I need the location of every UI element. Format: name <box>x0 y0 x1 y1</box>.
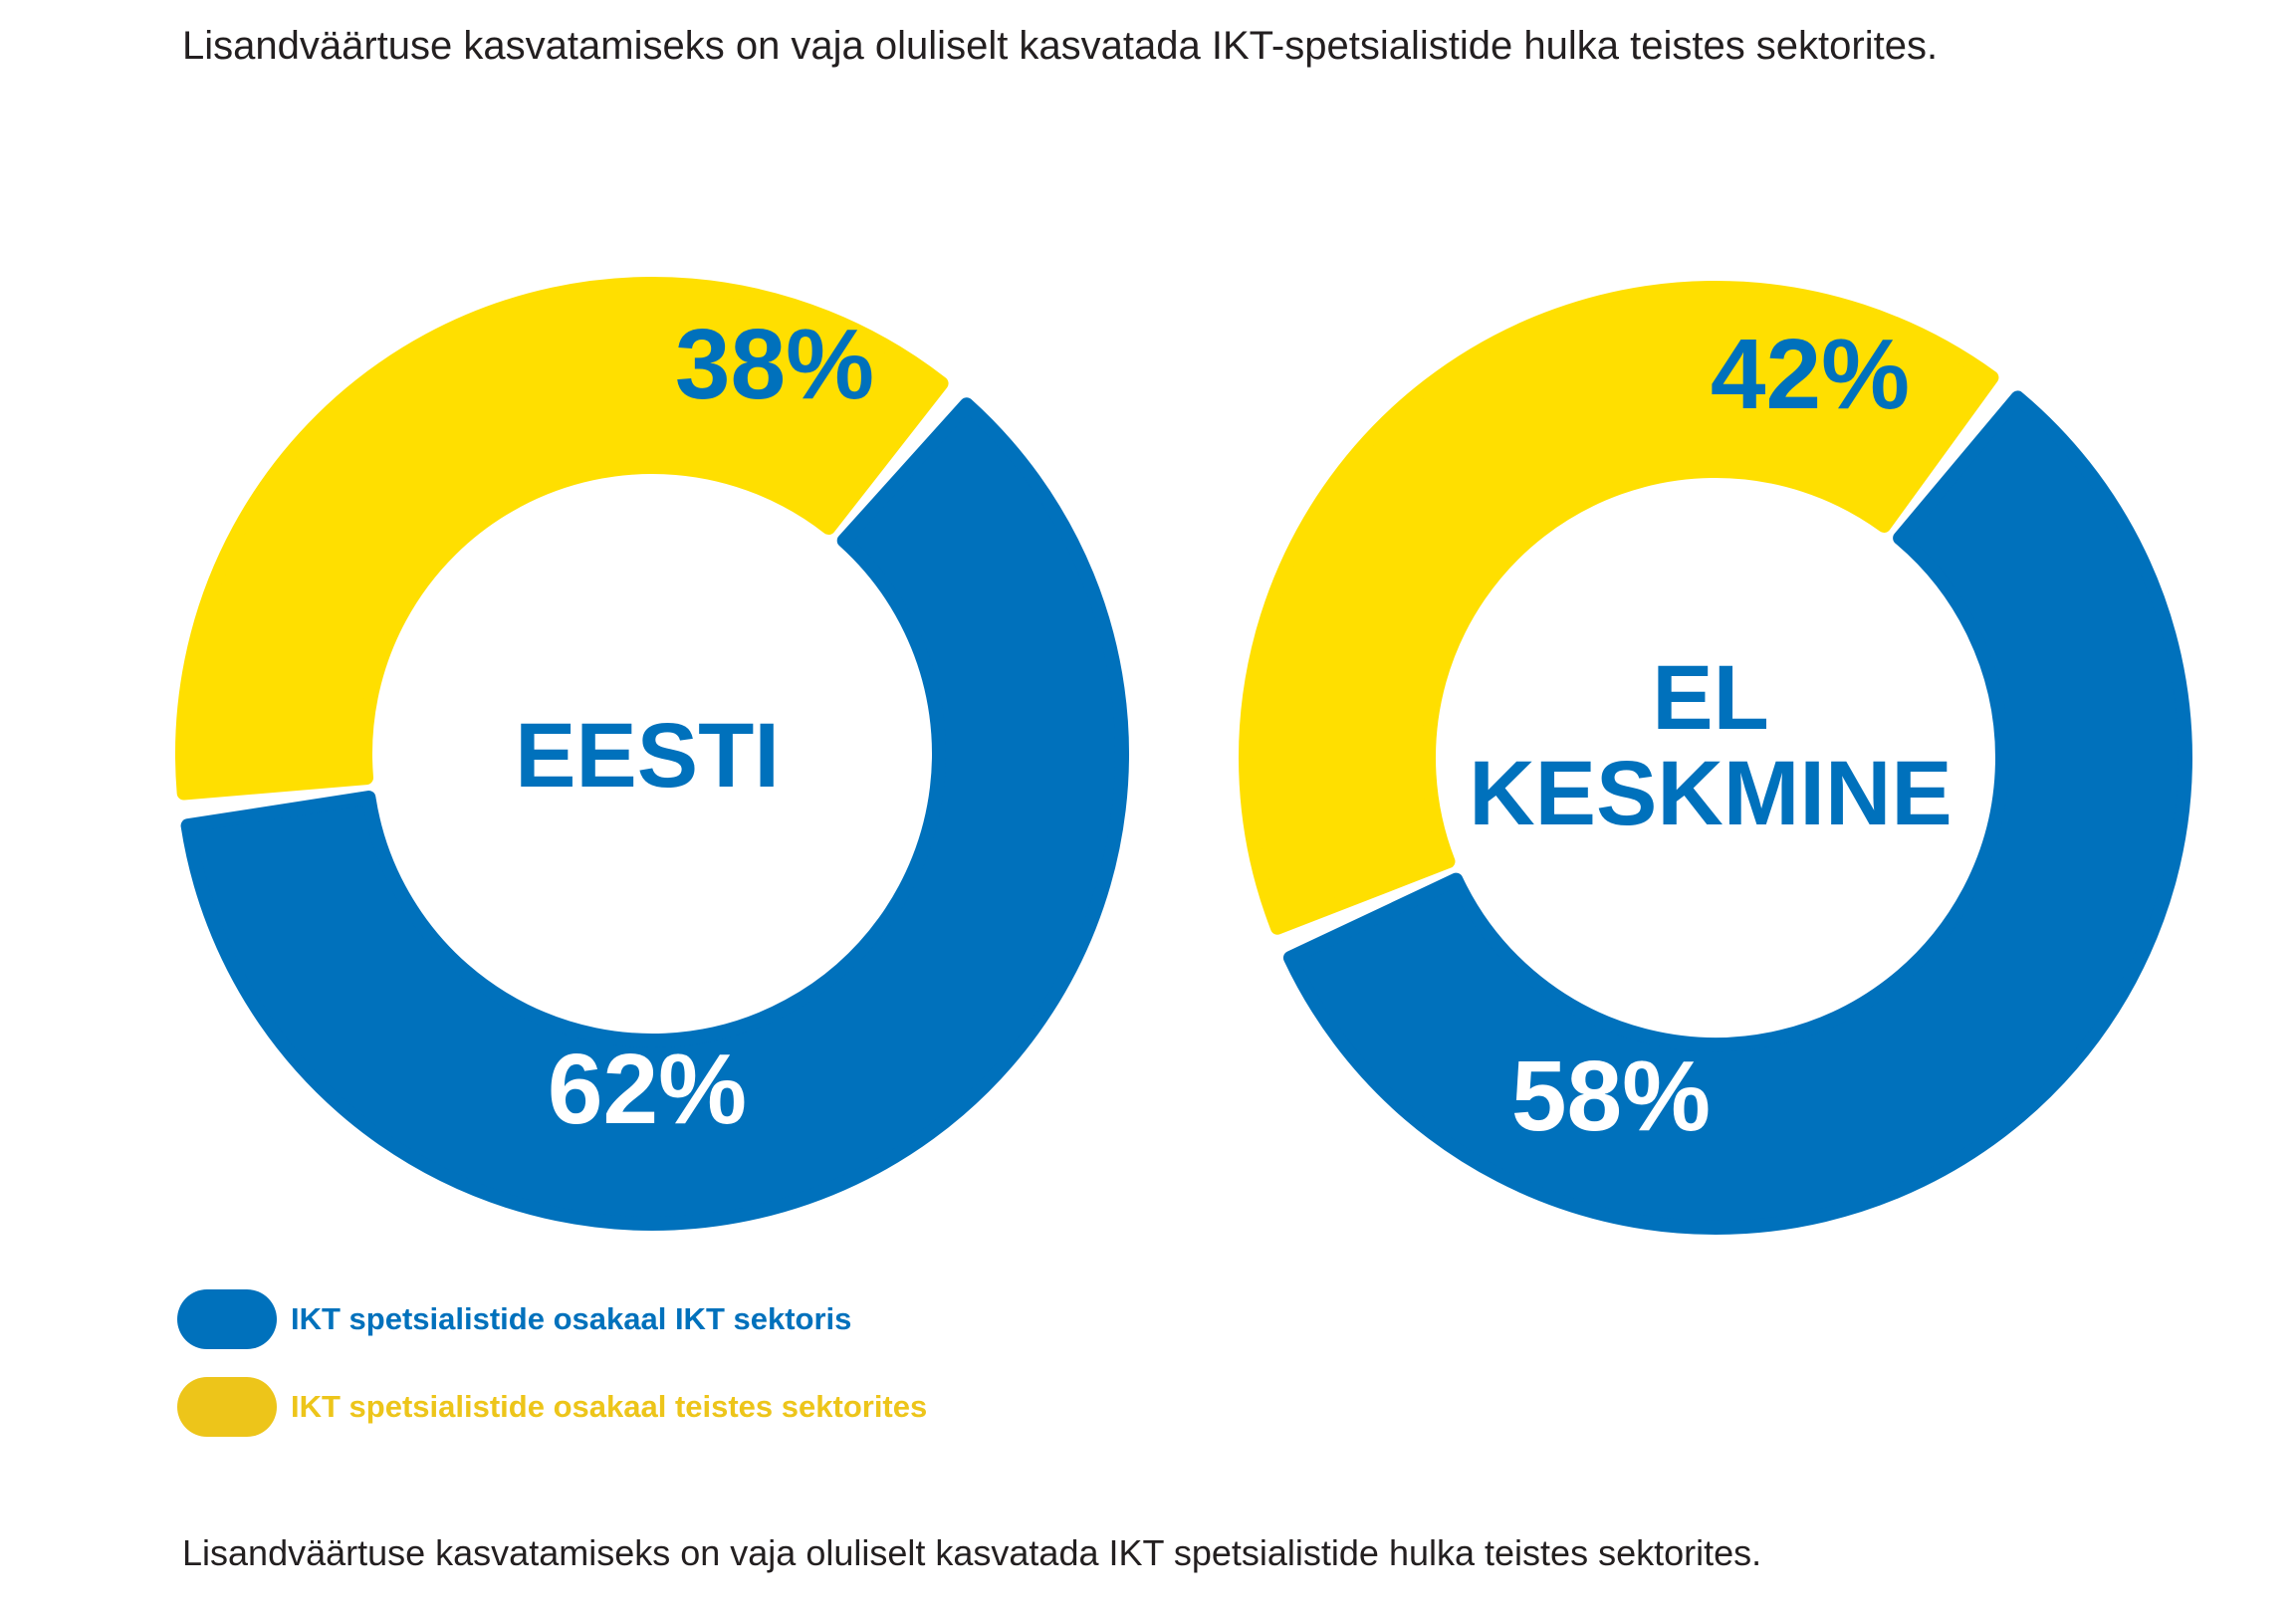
legend-item-other-sectors: IKT spetsialistide osakaal teistes sekto… <box>177 1377 927 1437</box>
center-label: EESTI <box>515 705 780 807</box>
slice-ikt-sector <box>180 397 1129 1231</box>
data-label-ikt-sector: 58% <box>1511 1040 1711 1152</box>
legend-label: IKT spetsialistide osakaal IKT sektoris <box>291 1301 852 1336</box>
slice-other-sectors <box>175 277 949 801</box>
data-label-ikt-sector: 62% <box>548 1034 747 1145</box>
legend-swatch-blue <box>177 1289 277 1349</box>
legend-swatch-yellow <box>177 1377 277 1437</box>
data-label-other-sectors: 38% <box>675 309 874 420</box>
slice-other-sectors <box>1239 281 1999 935</box>
center-label: EL <box>1652 647 1769 749</box>
legend-label: IKT spetsialistide osakaal teistes sekto… <box>291 1389 928 1424</box>
slice-ikt-sector <box>1282 390 2192 1235</box>
footer-note: Lisandväärtuse kasvatamiseks on vaja olu… <box>182 1532 1762 1573</box>
chart-title: Lisandväärtuse kasvatamiseks on vaja olu… <box>182 24 1939 68</box>
legend-item-ikt-sector: IKT spetsialistide osakaal IKT sektoris <box>177 1289 851 1349</box>
center-label: KESKMINE <box>1469 743 1952 844</box>
data-label-other-sectors: 42% <box>1711 319 1910 430</box>
